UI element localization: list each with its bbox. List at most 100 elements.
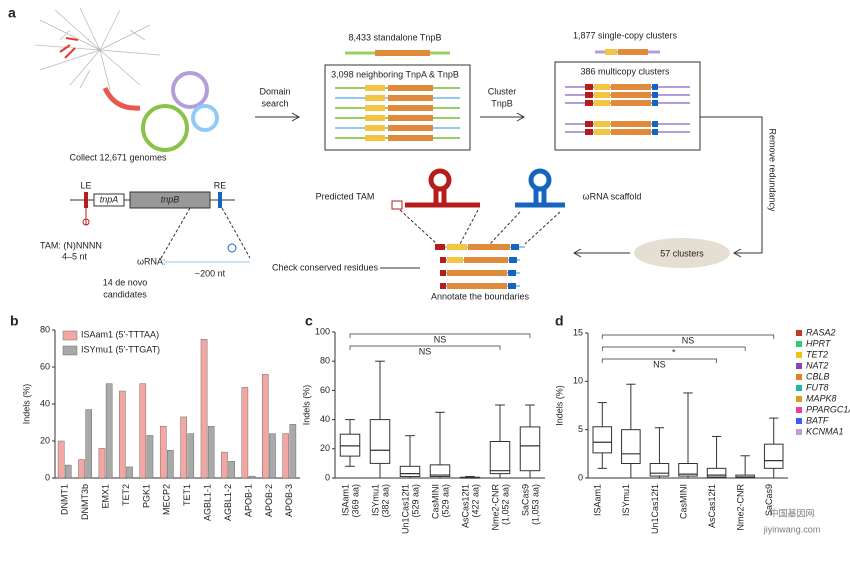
panel-label: a — [8, 5, 16, 21]
legend-label: BATF — [806, 415, 829, 425]
watermark: jiyinwang.com — [763, 524, 821, 534]
x-tick-label: APOB-3 — [284, 484, 294, 517]
y-axis-label: Indels (%) — [554, 385, 564, 426]
bar — [262, 374, 269, 479]
gene — [618, 49, 648, 55]
tam-hairpin — [405, 168, 480, 208]
annotation: NS — [682, 335, 695, 345]
loci — [565, 84, 690, 135]
bar — [98, 448, 106, 479]
tree — [34, 7, 161, 91]
step: Collect 12,671 genomes — [69, 152, 167, 162]
y-axis-label: Indels (%) — [21, 384, 31, 425]
panel-a: a Collect 12,671 genomes Domain search 8… — [8, 5, 778, 302]
x-tick-label: TET1 — [182, 484, 192, 506]
bar — [146, 435, 154, 479]
legend-label: PPARGC1A — [806, 404, 850, 414]
tnpb — [129, 191, 211, 209]
tam-len: 4–5 nt — [62, 251, 88, 261]
y-tick-label: 20 — [320, 443, 330, 453]
legend-swatch — [796, 418, 802, 424]
step: 3,098 neighboring TnpA & TnpB — [331, 69, 459, 79]
step: Predicted TAM — [316, 191, 375, 201]
x-tick-label: DNMT1 — [60, 484, 70, 515]
scaffold-hairpin — [515, 168, 565, 208]
x-tick-label: CasMINI — [430, 484, 440, 519]
legend-swatch — [796, 385, 802, 391]
x-tick-label: Un1Cas12f1 — [400, 484, 410, 534]
tam-box — [391, 200, 403, 210]
bar — [207, 426, 215, 479]
box — [399, 465, 421, 478]
bar — [241, 387, 249, 479]
bar — [187, 433, 195, 479]
x-tick-label: DNMT3b — [80, 484, 90, 520]
box — [649, 463, 670, 477]
legend-label: KCNMA1 — [806, 426, 844, 436]
x-tick-label: SaCas9 — [520, 484, 530, 516]
x-tick-label: ISAam1 — [340, 484, 350, 516]
wrna: ωRNA: — [137, 256, 166, 266]
tnpa — [93, 193, 125, 207]
y-tick-label: 15 — [573, 327, 583, 337]
bar — [200, 339, 208, 479]
legend-label: ISYmu1 (5'-TTGAT) — [81, 344, 160, 354]
bar — [167, 450, 174, 479]
bar — [139, 383, 147, 479]
box — [763, 443, 784, 469]
legend-label: MAPK8 — [806, 393, 837, 403]
x-tick-label: Nme2-CNR — [736, 484, 746, 531]
x-tick-label: APOB-1 — [243, 484, 253, 517]
y-axis-label: Indels (%) — [301, 385, 311, 426]
cluster-node — [634, 238, 730, 268]
step: 57 clusters — [660, 248, 704, 258]
guide — [399, 209, 561, 245]
y-tick-label: 0 — [578, 472, 583, 482]
step: 8,433 standalone TnpB — [349, 32, 442, 42]
x-tick-label: (382 aa) — [380, 484, 390, 518]
step: ωRNA scaffold — [583, 191, 642, 201]
legend-swatch — [796, 330, 802, 336]
wrna-len: ~200 nt — [195, 268, 226, 278]
le-label: LE — [80, 180, 91, 190]
bar — [126, 466, 133, 479]
box — [489, 441, 511, 475]
re — [218, 192, 222, 208]
legend-swatch — [796, 396, 802, 402]
x-tick-label: (1,053 aa) — [530, 484, 540, 525]
y-tick-label: 60 — [320, 385, 330, 395]
bar — [289, 424, 297, 479]
step: Cluster — [488, 86, 517, 96]
box — [519, 426, 541, 472]
bar — [221, 451, 228, 479]
step: Annotate the boundaries — [431, 291, 530, 301]
annotation: NS — [653, 359, 666, 369]
panel-label: b — [10, 313, 19, 329]
bar — [57, 440, 65, 479]
x-tick-label: TET2 — [121, 484, 131, 506]
x-tick-label: EMX1 — [100, 484, 110, 509]
genome — [171, 71, 209, 109]
x-tick-label: AGBL1-2 — [223, 484, 233, 521]
x-tick-label: (1,052 aa) — [500, 484, 510, 525]
tam: TAM: (N)NNNN — [40, 240, 102, 250]
halo: Check conserved residues — [272, 262, 379, 272]
box — [678, 463, 698, 477]
y-tick-label: 100 — [315, 326, 330, 336]
x-tick-label: ISYmu1 — [621, 484, 631, 516]
y-tick-label: 80 — [320, 356, 330, 366]
loci — [335, 85, 460, 141]
y-tick-label: 5 — [578, 424, 583, 434]
gene — [605, 49, 617, 55]
legend-swatch — [796, 374, 802, 380]
x-tick-label: (422 aa) — [470, 484, 480, 518]
step: Domain — [259, 86, 290, 96]
gene-label: tnpA — [100, 194, 119, 204]
bar — [228, 461, 235, 479]
bracket — [349, 345, 501, 350]
legend-swatch — [796, 352, 802, 358]
legend-label: ISAam1 (5'-TTTAA) — [81, 329, 159, 339]
x-tick-label: Nme2-CNR — [490, 484, 500, 531]
bar — [180, 416, 187, 479]
y-tick-label: 40 — [320, 414, 330, 424]
